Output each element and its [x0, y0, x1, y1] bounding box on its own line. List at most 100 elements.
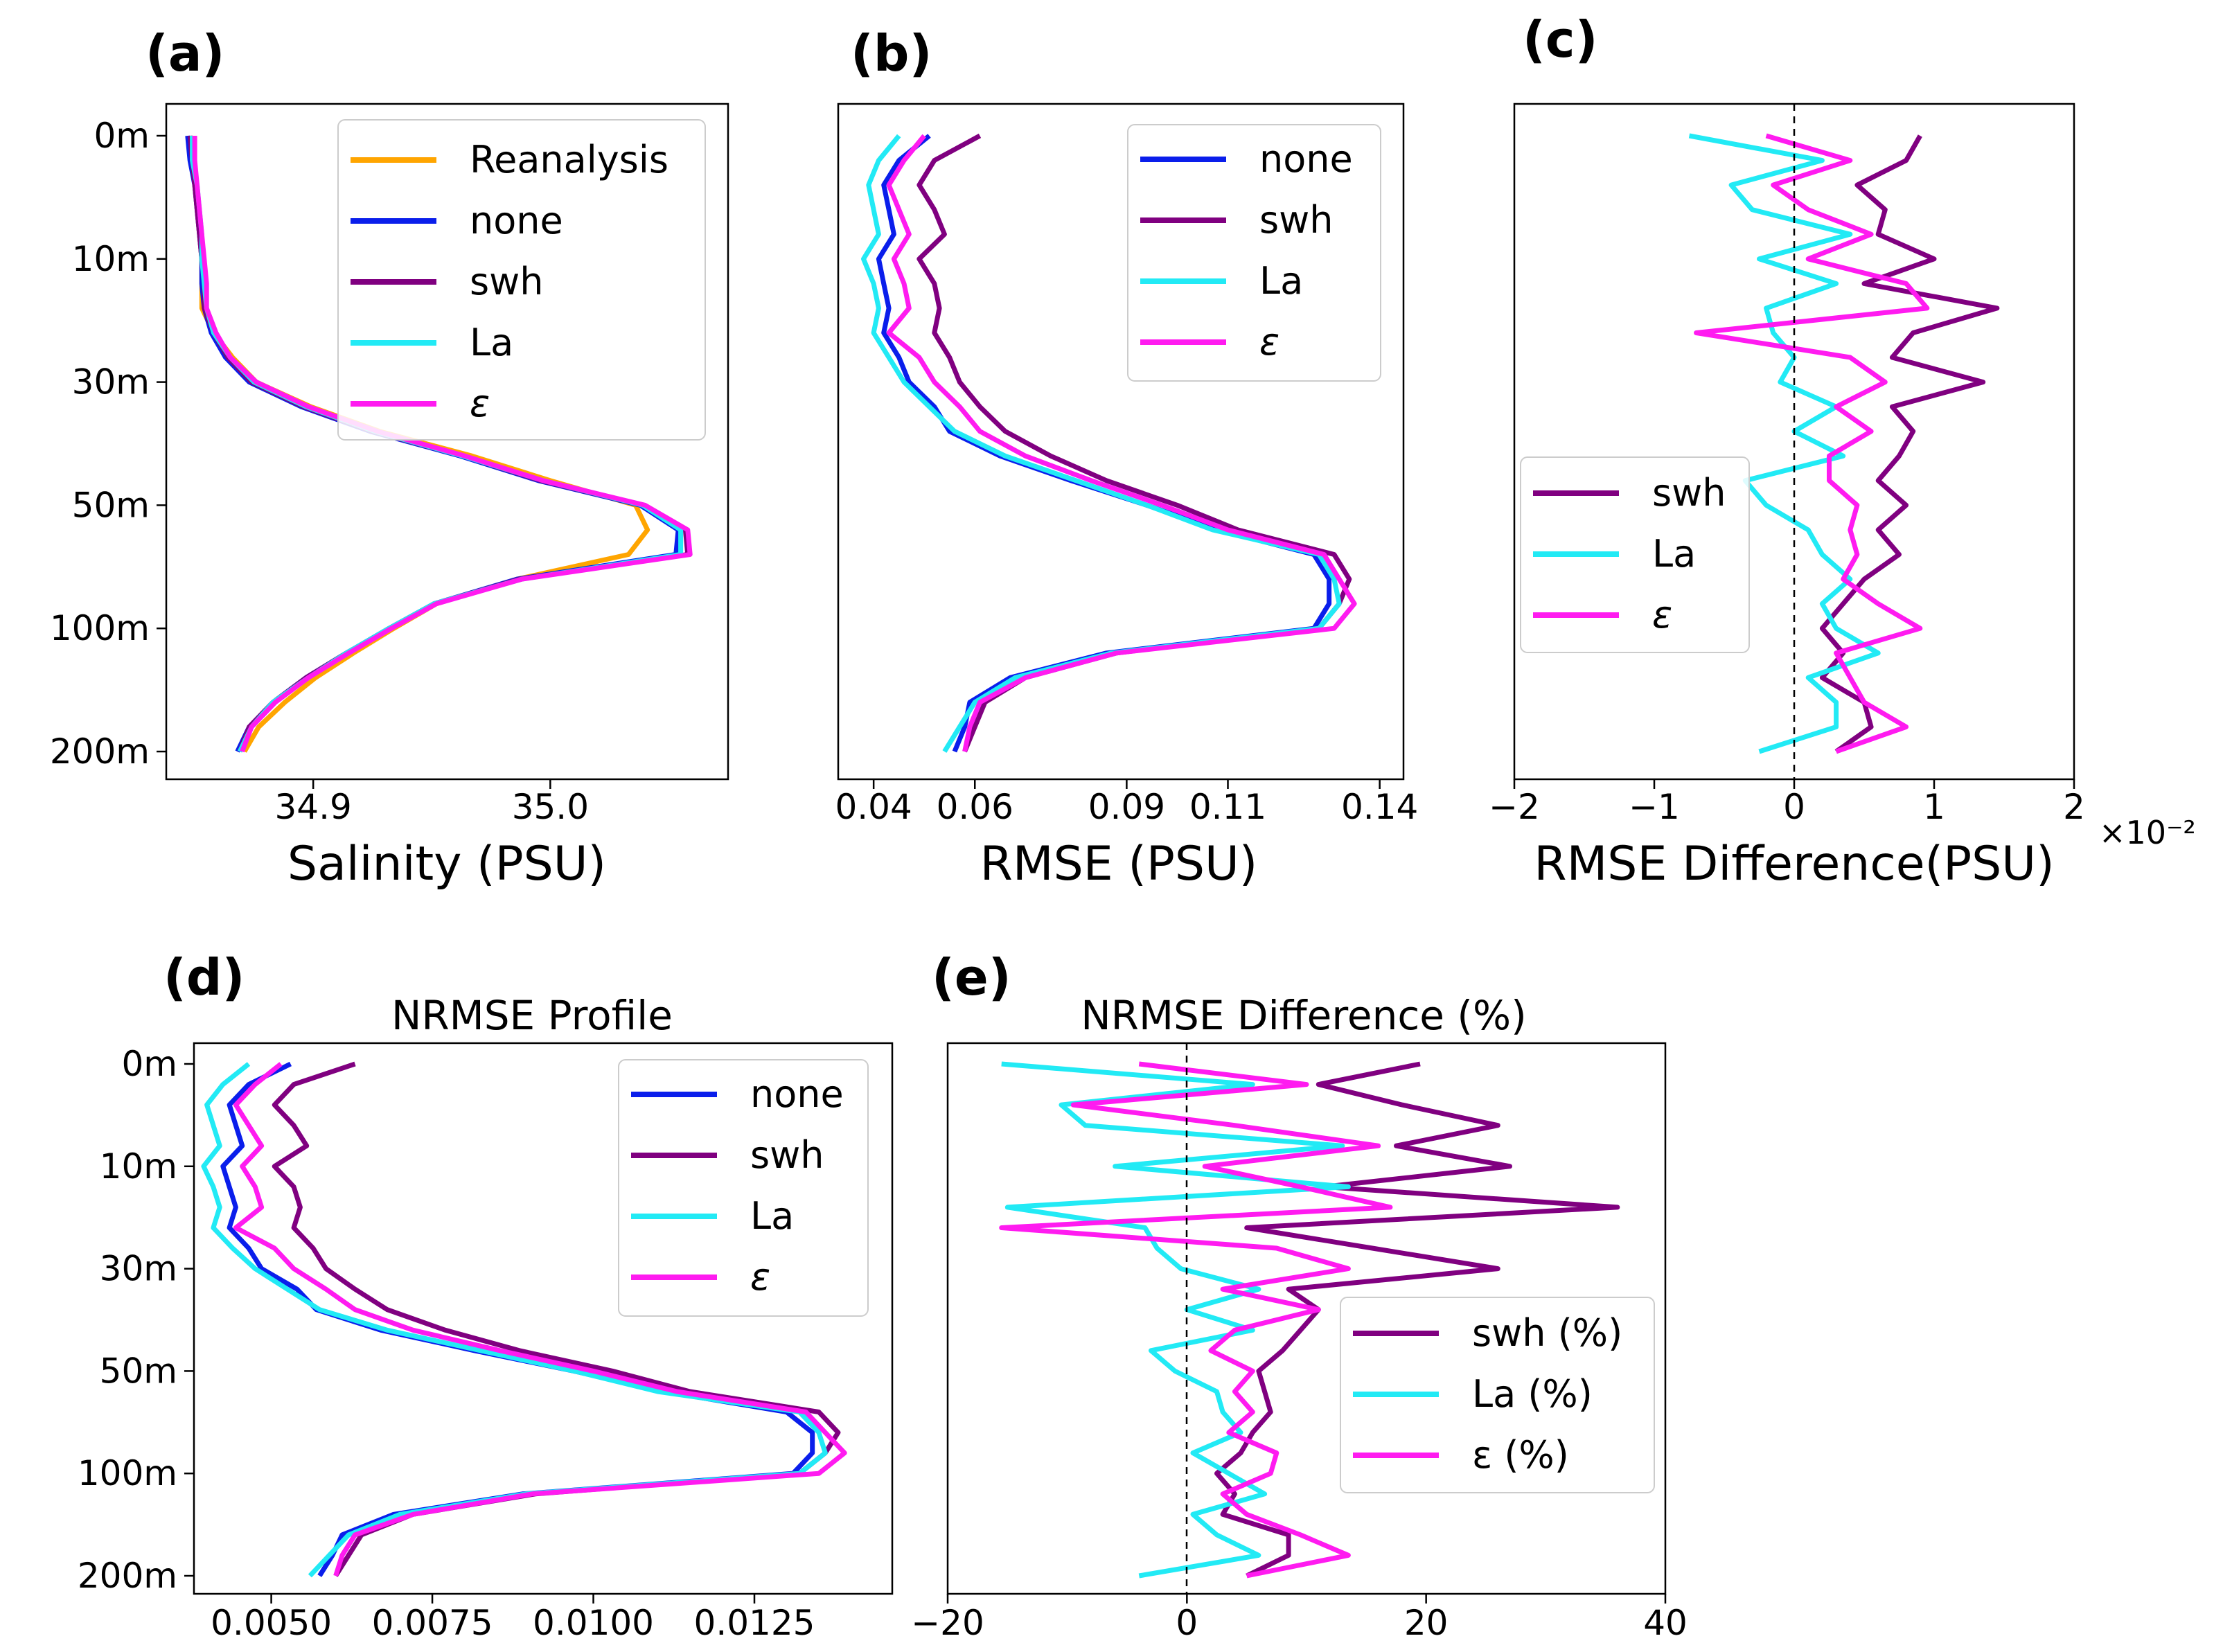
legend-label-reanalysis: Reanalysis — [470, 138, 668, 181]
legend-c: swh La ε — [1520, 456, 1750, 653]
series-lines-b — [861, 133, 1357, 753]
series-line-epsilon-e — [999, 1061, 1393, 1579]
x-tick-label: 40 — [1643, 1603, 1688, 1643]
x-tick-label: −20 — [911, 1603, 984, 1643]
x-tick-label: 0.0050 — [211, 1603, 332, 1643]
panel-label-d: (d) — [163, 948, 245, 1006]
x-tick-label: 20 — [1404, 1603, 1449, 1643]
x-tick-label: 0.09 — [1088, 787, 1165, 827]
legend-d: none swh La ε — [618, 1059, 869, 1317]
plot-frame-b — [837, 103, 1405, 781]
x-axis-label-a: Salinity (PSU) — [287, 837, 606, 891]
series-lines-d — [201, 1061, 847, 1578]
legend-label-la: La — [1652, 532, 1696, 576]
legend-frame-a — [337, 119, 706, 441]
series-line-swh-c — [1819, 134, 2000, 754]
x-ticks-b: 0.04 0.06 0.09 0.11 0.14 — [835, 779, 1418, 827]
x-ticks-c: −2 −1 0 1 2 — [1489, 779, 2085, 827]
legend-label-epsilon: ε (%) — [1472, 1433, 1569, 1477]
legend-frame-e — [1340, 1297, 1655, 1493]
plot-frame-d — [193, 1042, 894, 1595]
panel-label-a: (a) — [145, 24, 224, 82]
x-axis-label-c: RMSE Difference(PSU) — [1534, 837, 2054, 891]
legend-label-epsilon: ε — [1652, 593, 1672, 637]
legend-label-la: La (%) — [1472, 1372, 1593, 1416]
legend-a: Reanalysis none swh La ε — [337, 119, 706, 441]
x-tick-label: 0.11 — [1189, 787, 1266, 827]
legend-e: swh (%) La (%) ε (%) — [1340, 1297, 1655, 1493]
x-tick-label: 35.0 — [512, 787, 589, 827]
legend-label-epsilon: ε — [750, 1255, 770, 1299]
legend-label-epsilon: ε — [1259, 320, 1279, 364]
x-ticks-d: 0.0050 0.0075 0.0100 0.0125 — [211, 1594, 815, 1643]
panel-c: (c) −2 −1 0 1 2 RMSE Difference(PSU) ×10⁻² s… — [1489, 10, 2196, 891]
x-scale-exponent-c: ×10⁻² — [2099, 814, 2196, 851]
panel-label-e: (e) — [932, 948, 1011, 1006]
x-tick-label: 0.06 — [937, 787, 1013, 827]
y-tick-label: 100m — [78, 1453, 177, 1493]
series-line-epsilon-b — [886, 134, 1357, 752]
series-line-epsilon-a — [192, 136, 693, 753]
series-lines-c — [1688, 133, 2000, 754]
legend-label-none: none — [1259, 137, 1353, 181]
legend-label-none: none — [750, 1072, 844, 1116]
x-tick-label: 0.04 — [835, 787, 912, 827]
x-tick-label: 0.0125 — [694, 1603, 815, 1643]
series-lines-a — [185, 135, 693, 753]
x-ticks-a: 34.9 35.0 — [274, 779, 589, 827]
x-tick-label: 0 — [1783, 787, 1805, 827]
legend-label-none: none — [470, 199, 563, 242]
x-tick-label: 0.14 — [1341, 787, 1418, 827]
y-tick-label: 0m — [94, 116, 150, 156]
legend-label-swh: swh — [1652, 471, 1726, 515]
series-line-epsilon-d — [233, 1062, 847, 1577]
panel-d: (d) NRMSE Profile 0.0050 0.0075 0.0100 0.01… — [78, 948, 894, 1643]
x-tick-label: 1 — [1923, 787, 1945, 827]
plot-frame-a — [165, 103, 729, 781]
x-tick-label: 0.0075 — [372, 1603, 493, 1643]
x-ticks-e: −20 0 20 40 — [911, 1594, 1688, 1643]
plot-frame-e — [946, 1042, 1667, 1595]
legend-label-swh: swh — [1259, 198, 1334, 242]
y-tick-label: 50m — [100, 1351, 177, 1391]
legend-label-swh: swh — [750, 1133, 824, 1177]
legend-frame-b — [1127, 124, 1381, 382]
x-tick-label: 34.9 — [274, 787, 351, 827]
x-tick-label: −2 — [1489, 787, 1540, 827]
series-line-la-e — [1001, 1061, 1351, 1579]
series-line-la-c — [1688, 133, 1881, 754]
panel-a: (a) 34.9 35.0 0m 10m 30m 50m 100m 200m Salinit… — [50, 24, 729, 891]
y-tick-label: 200m — [50, 731, 150, 772]
panel-label-c: (c) — [1523, 10, 1598, 69]
y-tick-label: 0m — [121, 1044, 177, 1084]
legend-label-swh: swh — [470, 260, 544, 303]
x-tick-label: −1 — [1629, 787, 1680, 827]
y-tick-label: 200m — [78, 1556, 177, 1596]
chart-title-e: NRMSE Difference (%) — [1081, 992, 1526, 1039]
y-ticks-a: 0m 10m 30m 50m 100m 200m — [50, 116, 166, 772]
x-tick-label: 2 — [2063, 787, 2085, 827]
legend-frame-c — [1520, 456, 1750, 653]
legend-b: none swh La ε — [1127, 124, 1381, 382]
legend-label-la: La — [470, 321, 513, 364]
legend-label-la: La — [1259, 259, 1303, 303]
y-tick-label: 30m — [100, 1249, 177, 1289]
y-tick-label: 30m — [72, 362, 150, 402]
y-tick-label: 50m — [72, 485, 150, 525]
x-tick-label: 0 — [1176, 1603, 1198, 1643]
series-lines-e — [999, 1061, 1620, 1579]
chart-title-d: NRMSE Profile — [391, 992, 673, 1039]
y-ticks-d: 0m 10m 30m 50m 100m 200m — [78, 1044, 194, 1596]
panel-label-b: (b) — [851, 24, 932, 82]
x-tick-label: 0.0100 — [533, 1603, 654, 1643]
panel-b: (b) 0.04 0.06 0.09 0.11 0.14 RMSE (PSU) none… — [835, 24, 1418, 891]
panel-e: (e) NRMSE Difference (%) −20 0 20 40 swh (%… — [911, 948, 1688, 1643]
legend-label-swh: swh (%) — [1472, 1311, 1622, 1355]
y-tick-label: 100m — [50, 608, 150, 648]
y-tick-label: 10m — [100, 1146, 177, 1187]
y-tick-label: 10m — [72, 239, 150, 279]
legend-frame-d — [618, 1059, 869, 1317]
legend-label-la: La — [750, 1194, 794, 1238]
x-axis-label-b: RMSE (PSU) — [980, 837, 1258, 891]
